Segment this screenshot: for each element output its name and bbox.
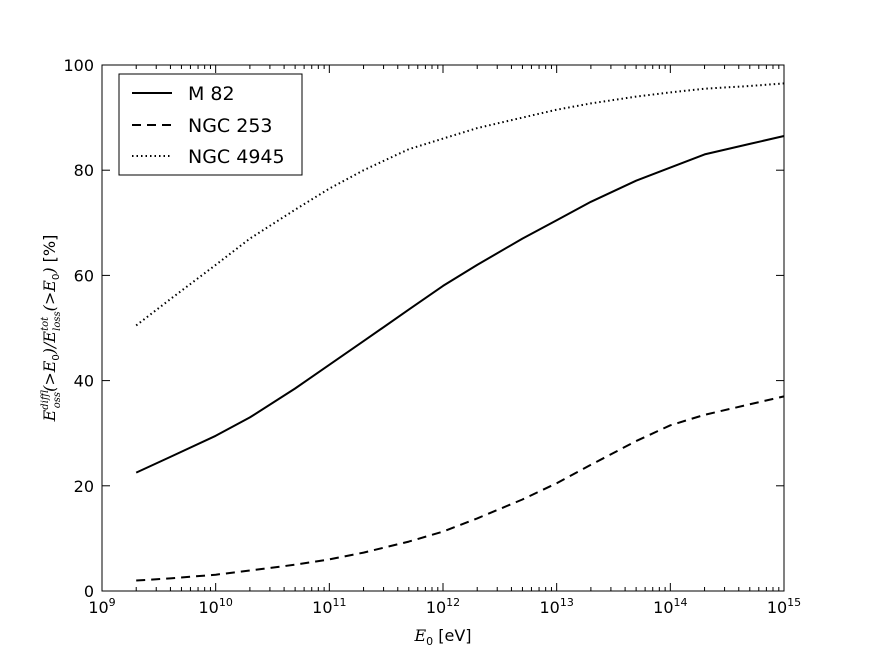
y-tick-label: 100 bbox=[63, 56, 94, 75]
y-tick-label: 0 bbox=[84, 582, 94, 601]
legend-label-m82: M 82 bbox=[188, 83, 235, 105]
legend: M 82 NGC 253 NGC 4945 bbox=[119, 74, 302, 175]
x-axis-label: E0 [eV] bbox=[413, 626, 471, 648]
y-tick-label: 40 bbox=[74, 372, 94, 391]
y-tick-label: 80 bbox=[74, 161, 94, 180]
y-tick-label: 60 bbox=[74, 266, 94, 285]
legend-label-ngc4945: NGC 4945 bbox=[188, 146, 285, 168]
legend-label-ngc253: NGC 253 bbox=[188, 115, 273, 137]
y-tick-label: 20 bbox=[74, 477, 94, 496]
